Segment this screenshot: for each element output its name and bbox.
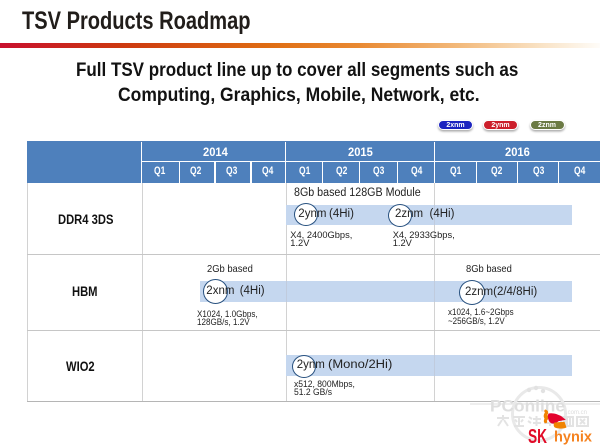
svg-text:hynix: hynix (554, 430, 592, 446)
svg-text:.com.cn: .com.cn (566, 410, 587, 416)
svg-text:SK: SK (528, 426, 547, 446)
